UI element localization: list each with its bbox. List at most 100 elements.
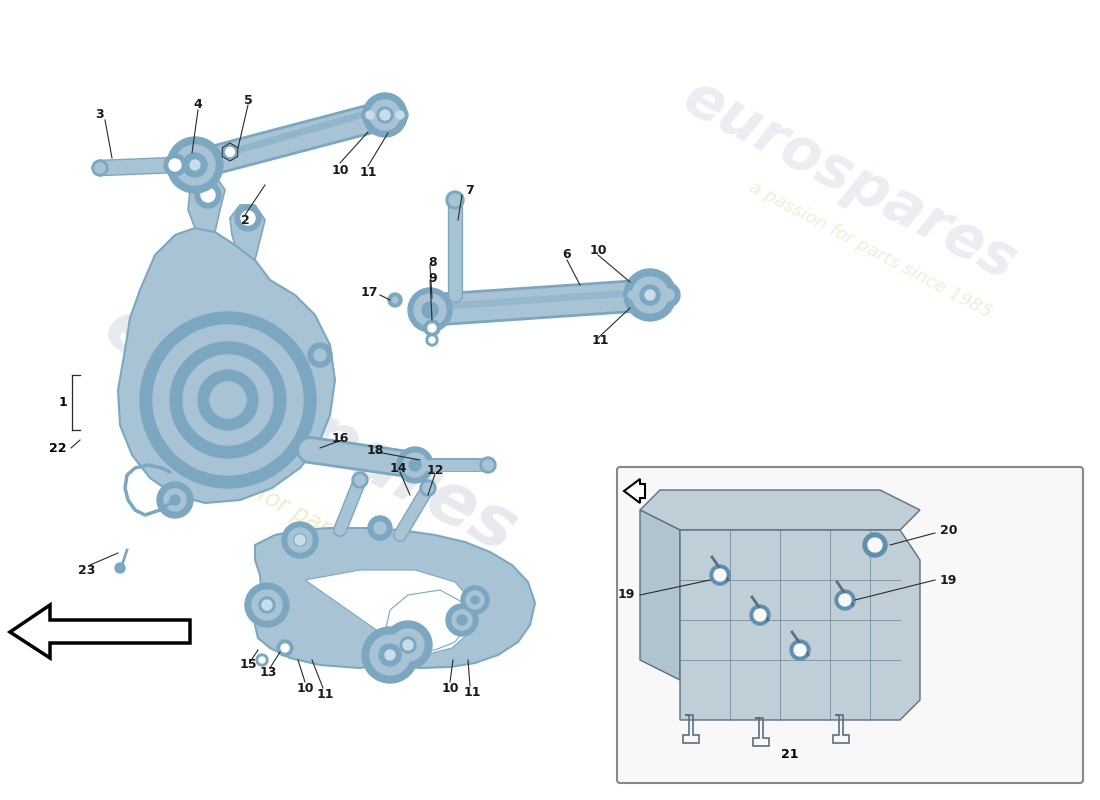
Polygon shape [10,605,190,658]
Circle shape [195,182,221,208]
Circle shape [385,650,395,660]
Circle shape [201,188,214,202]
Text: a passion for parts since 1985: a passion for parts since 1985 [746,178,994,322]
Circle shape [153,325,302,475]
Circle shape [368,516,392,540]
Circle shape [170,495,180,505]
Circle shape [379,110,390,120]
Polygon shape [640,510,680,680]
Circle shape [403,640,412,650]
Circle shape [370,635,410,675]
Circle shape [446,604,478,636]
Circle shape [409,459,421,471]
Text: 5: 5 [243,94,252,106]
Circle shape [362,627,418,683]
Circle shape [388,293,401,307]
Text: 11: 11 [463,686,481,698]
Circle shape [366,111,374,119]
Polygon shape [640,490,920,530]
Text: 10: 10 [331,163,349,177]
Text: 18: 18 [366,443,384,457]
Circle shape [471,596,478,604]
Text: 3: 3 [96,109,104,122]
Text: 10: 10 [441,682,459,694]
Circle shape [241,211,255,225]
Circle shape [408,288,452,332]
Circle shape [362,107,378,123]
Polygon shape [118,228,336,503]
Circle shape [461,586,490,614]
Polygon shape [680,530,920,720]
FancyBboxPatch shape [617,467,1084,783]
Circle shape [422,482,433,493]
Circle shape [392,107,408,123]
Circle shape [400,637,416,653]
Circle shape [384,621,432,669]
Circle shape [245,583,289,627]
Text: 11: 11 [317,689,333,702]
Circle shape [169,159,182,171]
Polygon shape [255,528,535,668]
Circle shape [656,283,680,307]
Text: 2: 2 [241,214,250,226]
Circle shape [379,644,401,666]
Circle shape [374,522,386,534]
Circle shape [420,480,436,496]
Text: 7: 7 [465,183,474,197]
Text: 9: 9 [428,271,437,285]
Polygon shape [624,479,645,503]
Circle shape [392,297,398,303]
Text: 10: 10 [296,682,314,694]
Circle shape [370,100,400,130]
Circle shape [628,291,636,299]
Circle shape [363,93,407,137]
Circle shape [95,162,106,174]
Circle shape [397,447,433,483]
Text: 19: 19 [617,589,635,602]
Text: 10: 10 [590,243,607,257]
Circle shape [449,194,461,206]
Circle shape [183,153,207,177]
Circle shape [754,609,766,621]
Text: 16: 16 [331,431,349,445]
Circle shape [422,302,438,318]
Circle shape [164,489,186,511]
Circle shape [429,337,434,343]
Circle shape [352,472,368,488]
Text: 13: 13 [260,666,277,678]
Circle shape [252,590,282,620]
Circle shape [277,640,293,656]
Text: 21: 21 [781,749,799,762]
Circle shape [710,565,730,585]
Circle shape [183,355,273,445]
Text: 6: 6 [563,249,571,262]
Circle shape [235,205,261,231]
Polygon shape [305,570,475,655]
Circle shape [480,457,496,473]
Text: a passion for parts since 1985: a passion for parts since 1985 [146,426,473,614]
Text: 11: 11 [360,166,376,179]
Circle shape [864,533,887,557]
Text: eurospares: eurospares [92,292,528,568]
Circle shape [428,324,436,332]
Text: 8: 8 [428,255,437,269]
Polygon shape [222,143,238,161]
Circle shape [167,137,223,193]
Circle shape [140,312,316,488]
Text: 12: 12 [427,463,443,477]
Circle shape [632,277,668,313]
Circle shape [868,538,882,552]
Circle shape [258,597,275,613]
Text: 14: 14 [389,462,407,474]
Text: eurospares: eurospares [673,68,1026,292]
Text: 1: 1 [58,396,67,409]
Circle shape [446,191,464,209]
Circle shape [452,610,472,630]
Text: 22: 22 [50,442,67,454]
Circle shape [396,111,404,119]
Polygon shape [230,205,265,260]
Circle shape [426,334,438,346]
Circle shape [483,460,493,470]
Circle shape [226,147,234,157]
Circle shape [377,107,393,123]
